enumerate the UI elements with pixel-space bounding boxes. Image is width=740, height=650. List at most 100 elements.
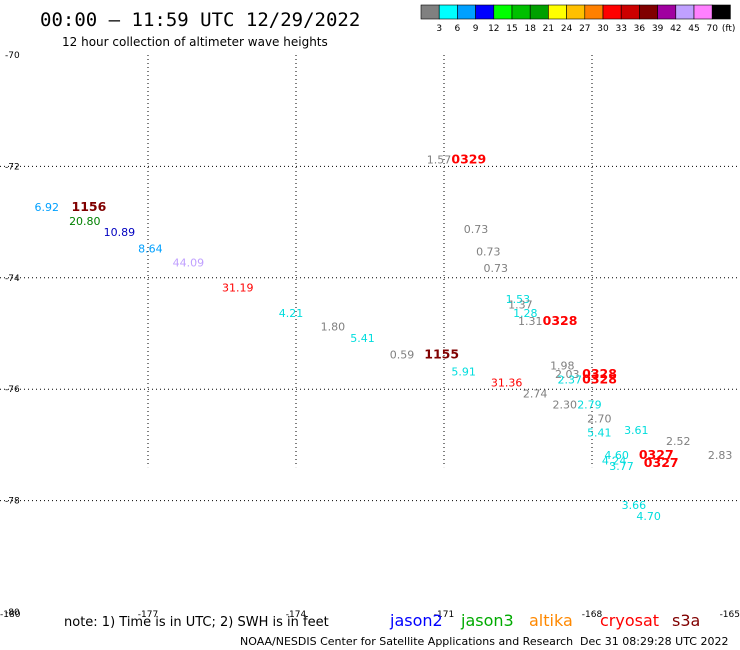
- colorbar-label: 18: [524, 24, 536, 34]
- wave-height-value: 5.41: [350, 332, 375, 345]
- colorbar-swatch: [639, 4, 658, 20]
- legend-cryosat: cryosat: [600, 611, 659, 630]
- wave-height-value: 0.73: [483, 262, 508, 275]
- wave-height-value: 3.61: [624, 424, 649, 437]
- pass-time-label: 0329: [451, 152, 486, 167]
- wave-height-value: 1.37: [508, 298, 532, 311]
- wave-height-value: 2.30: [553, 399, 578, 412]
- colorbar-unit: (ft): [722, 24, 736, 34]
- colorbar-label: 24: [561, 24, 573, 34]
- colorbar-label: 6: [455, 24, 461, 34]
- wave-height-value: 2.70: [587, 413, 612, 426]
- colorbar-label: 39: [652, 24, 664, 34]
- lon-tick-label: -168: [582, 610, 603, 620]
- colorbar-label: 36: [634, 24, 646, 34]
- wave-height-value: 31.36: [491, 376, 523, 389]
- latitude-ticks: -70 -72 -74 -76 -78 -80: [5, 51, 20, 618]
- footnote: note: 1) Time is in UTC; 2) SWH is in fe…: [64, 615, 329, 630]
- wave-height-value: 1.57: [427, 154, 452, 167]
- lon-tick-label: -171: [434, 610, 454, 620]
- lon-tick-label: -180: [0, 610, 21, 620]
- lat-tick-label: -72: [5, 162, 20, 172]
- legend-jason2: jason2: [389, 611, 443, 630]
- legend-jason3: jason3: [460, 611, 514, 630]
- colorbar-swatch: [675, 4, 695, 20]
- wave-height-value: 2.37: [557, 374, 582, 387]
- colorbar-swatch: [493, 4, 513, 20]
- wave-height-value: 1.28: [513, 307, 538, 320]
- wave-height-value: 0.73: [476, 246, 501, 259]
- colorbar-label: 12: [488, 24, 499, 34]
- colorbar-label: 70: [706, 24, 718, 34]
- wave-height-value: 31.19: [222, 282, 254, 295]
- colorbar-swatch: [620, 4, 640, 20]
- wave-height-value: 1.31: [518, 315, 543, 328]
- colorbar-swatch: [529, 4, 549, 20]
- colorbar-label: 3: [436, 24, 442, 34]
- wave-height-value: 0.73: [464, 223, 489, 236]
- colorbar-swatch: [566, 4, 586, 20]
- wave-height-value: 2.74: [523, 388, 548, 401]
- pass-time-label: 0327: [644, 455, 679, 470]
- lon-tick-label: -177: [138, 610, 158, 620]
- colorbar-swatch: [511, 4, 531, 20]
- pass-time-label: 0328: [582, 372, 617, 387]
- colorbar-swatch: [548, 4, 567, 20]
- wave-height-value: 3.77: [609, 460, 634, 473]
- colorbar-swatch: [711, 4, 731, 20]
- colorbar-swatch: [693, 4, 713, 20]
- wave-height-value: 5.41: [587, 427, 612, 440]
- lat-tick-label: -70: [5, 51, 20, 61]
- colorbar-label: 33: [615, 24, 626, 34]
- wave-height-value: 1.98: [550, 360, 575, 373]
- pass-time-label: 1155: [424, 347, 459, 362]
- wave-height-value: 4.70: [636, 510, 661, 523]
- wave-height-value: 1.80: [321, 321, 346, 334]
- lat-tick-label: -74: [5, 274, 20, 284]
- legend-s3a: s3a: [672, 611, 700, 630]
- pass-time-label: 1156: [72, 199, 107, 214]
- wave-height-value: 4.60: [604, 449, 629, 462]
- chart-subtitle: 12 hour collection of altimeter wave hei…: [62, 35, 328, 49]
- pass-time-label: 0328: [543, 313, 578, 328]
- lat-tick-label: -78: [5, 497, 20, 507]
- legend-altika: altika: [529, 611, 573, 630]
- wave-height-value: 0.59: [390, 349, 415, 362]
- wave-height-value: 5.91: [451, 365, 476, 378]
- satellite-legend: jason2 jason3 altika cryosat s3a: [389, 611, 700, 630]
- colorbar-label: 21: [543, 24, 554, 34]
- colorbar-swatch: [657, 4, 677, 20]
- wave-height-value: 4.21: [279, 307, 304, 320]
- lon-tick-label: -174: [286, 610, 307, 620]
- wave-height-value: 8.64: [138, 243, 163, 256]
- lat-tick-label: -76: [5, 385, 20, 395]
- lat-tick-label: -80: [5, 608, 20, 618]
- colorbar-label: 42: [670, 24, 681, 34]
- colorbar-swatch: [457, 4, 476, 20]
- colorbar-swatch: [438, 4, 458, 20]
- wave-height-value: 2.52: [666, 435, 691, 448]
- wave-height-value: 2.79: [577, 399, 602, 412]
- wave-height-value: 44.09: [173, 257, 205, 270]
- pass-time-label: 0327: [639, 447, 674, 462]
- colorbar-swatch: [420, 4, 440, 20]
- grid-lines: [0, 55, 740, 502]
- colorbar: 3 6 9 12 15 18 21 24 27 30 33 36 39 42 45 70 (ft): [420, 4, 736, 34]
- colorbar-swatch: [602, 4, 622, 20]
- longitude-ticks: -180 -177 -174 -171 -168 -165: [0, 610, 740, 620]
- colorbar-label: 30: [597, 24, 609, 34]
- footer-credit: NOAA/NESDIS Center for Satellite Applica…: [240, 635, 573, 648]
- wave-height-value: 6.92: [35, 201, 60, 214]
- chart-title: 00:00 – 11:59 UTC 12/29/2022: [40, 9, 360, 31]
- colorbar-swatch: [475, 4, 495, 20]
- wave-height-value: 2.83: [708, 449, 733, 462]
- wave-height-value: 2.03: [555, 368, 580, 381]
- wave-height-value: 20.80: [69, 215, 101, 228]
- lon-tick-label: -165: [720, 610, 740, 620]
- wave-height-value: 4.24: [602, 454, 627, 467]
- wave-height-value: 1.53: [506, 293, 530, 306]
- pass-time-label: 0328: [582, 366, 617, 381]
